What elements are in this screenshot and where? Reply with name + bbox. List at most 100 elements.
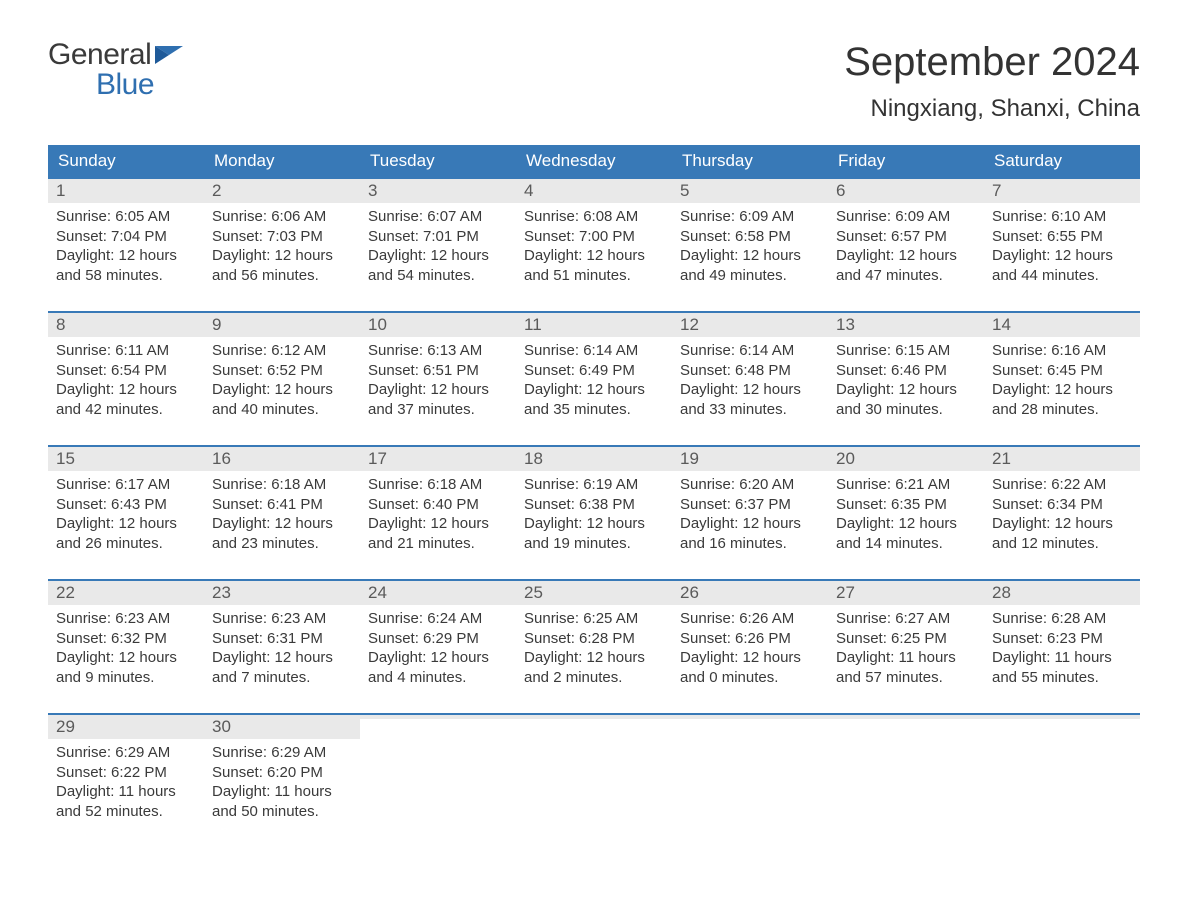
day-number-bar: 4 (516, 179, 672, 203)
sunrise-line: Sunrise: 6:22 AM (992, 475, 1132, 495)
day-body: Sunrise: 6:19 AMSunset: 6:38 PMDaylight:… (516, 471, 672, 559)
daylight-line-1: Daylight: 12 hours (368, 648, 508, 668)
day-body: Sunrise: 6:24 AMSunset: 6:29 PMDaylight:… (360, 605, 516, 693)
daylight-line-2: and 52 minutes. (56, 802, 196, 822)
sunset-line: Sunset: 6:40 PM (368, 495, 508, 515)
day-number: 16 (204, 447, 360, 471)
day-cell: 25Sunrise: 6:25 AMSunset: 6:28 PMDayligh… (516, 581, 672, 701)
day-number: 22 (48, 581, 204, 605)
sunset-line: Sunset: 6:35 PM (836, 495, 976, 515)
calendar: Sunday Monday Tuesday Wednesday Thursday… (48, 145, 1140, 835)
day-body: Sunrise: 6:25 AMSunset: 6:28 PMDaylight:… (516, 605, 672, 693)
day-cell: 28Sunrise: 6:28 AMSunset: 6:23 PMDayligh… (984, 581, 1140, 701)
sunset-line: Sunset: 6:20 PM (212, 763, 352, 783)
sunrise-line: Sunrise: 6:27 AM (836, 609, 976, 629)
day-cell: 21Sunrise: 6:22 AMSunset: 6:34 PMDayligh… (984, 447, 1140, 567)
page-title: September 2024 (844, 40, 1140, 85)
day-number-bar: 25 (516, 581, 672, 605)
daylight-line-1: Daylight: 12 hours (680, 514, 820, 534)
logo-word2: Blue (96, 68, 154, 101)
daylight-line-1: Daylight: 12 hours (56, 380, 196, 400)
sunset-line: Sunset: 6:52 PM (212, 361, 352, 381)
day-cell: 3Sunrise: 6:07 AMSunset: 7:01 PMDaylight… (360, 179, 516, 299)
dow-friday: Friday (828, 145, 984, 177)
day-cell: 9Sunrise: 6:12 AMSunset: 6:52 PMDaylight… (204, 313, 360, 433)
day-cell: 20Sunrise: 6:21 AMSunset: 6:35 PMDayligh… (828, 447, 984, 567)
day-number: 15 (48, 447, 204, 471)
sunrise-line: Sunrise: 6:14 AM (524, 341, 664, 361)
day-body: Sunrise: 6:27 AMSunset: 6:25 PMDaylight:… (828, 605, 984, 693)
daylight-line-1: Daylight: 12 hours (524, 380, 664, 400)
daylight-line-1: Daylight: 12 hours (368, 380, 508, 400)
day-number-bar: 16 (204, 447, 360, 471)
sunset-line: Sunset: 6:45 PM (992, 361, 1132, 381)
dow-saturday: Saturday (984, 145, 1140, 177)
day-number: 23 (204, 581, 360, 605)
day-cell: 24Sunrise: 6:24 AMSunset: 6:29 PMDayligh… (360, 581, 516, 701)
sunset-line: Sunset: 6:22 PM (56, 763, 196, 783)
day-number: 19 (672, 447, 828, 471)
day-number-bar: 8 (48, 313, 204, 337)
daylight-line-2: and 54 minutes. (368, 266, 508, 286)
sunset-line: Sunset: 6:23 PM (992, 629, 1132, 649)
day-body: Sunrise: 6:05 AMSunset: 7:04 PMDaylight:… (48, 203, 204, 291)
daylight-line-1: Daylight: 12 hours (836, 380, 976, 400)
day-cell: 26Sunrise: 6:26 AMSunset: 6:26 PMDayligh… (672, 581, 828, 701)
day-body: Sunrise: 6:28 AMSunset: 6:23 PMDaylight:… (984, 605, 1140, 693)
sunrise-line: Sunrise: 6:17 AM (56, 475, 196, 495)
day-number: 8 (48, 313, 204, 337)
day-number-bar: 15 (48, 447, 204, 471)
day-body: Sunrise: 6:16 AMSunset: 6:45 PMDaylight:… (984, 337, 1140, 425)
daylight-line-1: Daylight: 12 hours (368, 246, 508, 266)
sunrise-line: Sunrise: 6:28 AM (992, 609, 1132, 629)
day-number-bar: 6 (828, 179, 984, 203)
daylight-line-2: and 58 minutes. (56, 266, 196, 286)
daylight-line-1: Daylight: 12 hours (212, 648, 352, 668)
day-body: Sunrise: 6:10 AMSunset: 6:55 PMDaylight:… (984, 203, 1140, 291)
daylight-line-1: Daylight: 11 hours (212, 782, 352, 802)
day-body: Sunrise: 6:29 AMSunset: 6:20 PMDaylight:… (204, 739, 360, 827)
daylight-line-1: Daylight: 12 hours (836, 246, 976, 266)
sunset-line: Sunset: 6:54 PM (56, 361, 196, 381)
sunset-line: Sunset: 6:57 PM (836, 227, 976, 247)
day-number-bar: 3 (360, 179, 516, 203)
day-cell: 18Sunrise: 6:19 AMSunset: 6:38 PMDayligh… (516, 447, 672, 567)
daylight-line-1: Daylight: 12 hours (524, 648, 664, 668)
day-cell: 17Sunrise: 6:18 AMSunset: 6:40 PMDayligh… (360, 447, 516, 567)
day-cell (516, 715, 672, 835)
daylight-line-2: and 26 minutes. (56, 534, 196, 554)
daylight-line-1: Daylight: 11 hours (992, 648, 1132, 668)
sunrise-line: Sunrise: 6:23 AM (212, 609, 352, 629)
daylight-line-2: and 44 minutes. (992, 266, 1132, 286)
sunrise-line: Sunrise: 6:11 AM (56, 341, 196, 361)
day-cell: 11Sunrise: 6:14 AMSunset: 6:49 PMDayligh… (516, 313, 672, 433)
daylight-line-1: Daylight: 11 hours (56, 782, 196, 802)
sunrise-line: Sunrise: 6:23 AM (56, 609, 196, 629)
daylight-line-1: Daylight: 12 hours (680, 648, 820, 668)
day-body: Sunrise: 6:14 AMSunset: 6:49 PMDaylight:… (516, 337, 672, 425)
daylight-line-1: Daylight: 12 hours (992, 380, 1132, 400)
location: Ningxiang, Shanxi, China (844, 95, 1140, 123)
sunrise-line: Sunrise: 6:26 AM (680, 609, 820, 629)
day-number-bar: 14 (984, 313, 1140, 337)
sunrise-line: Sunrise: 6:24 AM (368, 609, 508, 629)
sunset-line: Sunset: 6:48 PM (680, 361, 820, 381)
daylight-line-2: and 19 minutes. (524, 534, 664, 554)
day-number-bar: 22 (48, 581, 204, 605)
day-number-bar: 30 (204, 715, 360, 739)
dow-sunday: Sunday (48, 145, 204, 177)
daylight-line-2: and 28 minutes. (992, 400, 1132, 420)
daylight-line-2: and 47 minutes. (836, 266, 976, 286)
sunset-line: Sunset: 6:43 PM (56, 495, 196, 515)
day-number-bar: 12 (672, 313, 828, 337)
sunrise-line: Sunrise: 6:18 AM (212, 475, 352, 495)
sunset-line: Sunset: 6:51 PM (368, 361, 508, 381)
daylight-line-1: Daylight: 12 hours (56, 514, 196, 534)
daylight-line-2: and 33 minutes. (680, 400, 820, 420)
sunrise-line: Sunrise: 6:15 AM (836, 341, 976, 361)
day-number: 1 (48, 179, 204, 203)
day-cell: 12Sunrise: 6:14 AMSunset: 6:48 PMDayligh… (672, 313, 828, 433)
daylight-line-1: Daylight: 12 hours (836, 514, 976, 534)
dow-tuesday: Tuesday (360, 145, 516, 177)
sunset-line: Sunset: 7:04 PM (56, 227, 196, 247)
